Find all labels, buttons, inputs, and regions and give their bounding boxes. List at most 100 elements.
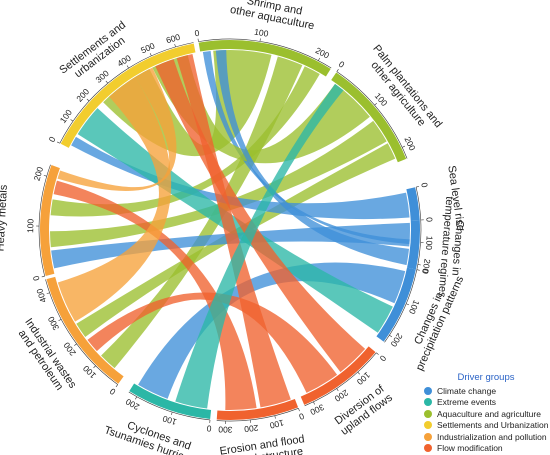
tick-label: 200 <box>388 331 404 349</box>
tick-mark <box>318 57 321 61</box>
legend-items: Climate change Extreme events Aquaculture … <box>424 385 549 454</box>
tick-label: 200 <box>333 388 351 404</box>
tick-mark <box>115 384 118 388</box>
chord-ribbons <box>50 50 411 411</box>
chord-ribbon-temp-shrimp <box>215 50 410 266</box>
sector-arc-settle <box>60 43 196 148</box>
tick-mark <box>336 388 339 392</box>
tick-mark <box>357 371 360 375</box>
chord-ribbon-heavy-settle <box>57 67 177 191</box>
sector-axis-precip <box>384 269 418 343</box>
tick-label: 100 <box>254 27 270 39</box>
tick-mark <box>174 43 176 48</box>
tick-label: 100 <box>58 107 74 125</box>
tick-mark <box>149 53 152 57</box>
tick-mark <box>416 186 420 188</box>
legend-label: Aquaculture and agriculture <box>437 408 541 419</box>
tick-label: 0 <box>337 59 347 70</box>
tick-mark <box>313 401 315 405</box>
tick-label: 0 <box>31 275 42 282</box>
tick-mark <box>274 415 276 419</box>
tick-mark <box>135 396 138 400</box>
sector-axis-erosion <box>216 408 299 422</box>
tick-label: 200 <box>314 45 331 61</box>
legend-item: Settlements and Urbanization <box>424 420 549 432</box>
tick-label: 0 <box>424 217 434 223</box>
tick-label: 0 <box>420 268 431 275</box>
tick-label: 0 <box>108 386 118 397</box>
sector-arc-shrimp <box>198 40 331 77</box>
tick-label: 200 <box>32 165 46 182</box>
legend: Driver groups Climate change Extreme even… <box>424 372 549 454</box>
tick-label: 300 <box>308 402 325 417</box>
sector-arc-palm <box>331 72 407 163</box>
tick-label: 200 <box>124 396 141 412</box>
tick-label: 200 <box>402 135 417 152</box>
sector-arc-sea <box>406 187 420 221</box>
sector-arc-precip <box>376 267 416 342</box>
sector-axis-upland <box>304 352 377 407</box>
chord-ribbon-temp-heavy <box>51 222 411 269</box>
chord-ribbon-erosion-settle <box>176 53 291 408</box>
sector-arc-industrial <box>46 276 124 384</box>
tick-mark <box>86 98 90 102</box>
legend-label: Flow modification <box>437 443 503 454</box>
tick-label: 0 <box>377 353 388 363</box>
legend-item: Extreme events <box>424 397 548 409</box>
tick-label: 100 <box>161 413 178 427</box>
tick-label: 200 <box>243 423 258 434</box>
sector-axis-heavy <box>38 164 51 277</box>
sector-axis-industrial <box>45 279 118 385</box>
legend-swatch <box>424 432 432 441</box>
tick-label: 200 <box>61 340 78 358</box>
tick-mark <box>70 119 74 122</box>
legend-swatch <box>424 444 432 453</box>
tick-mark <box>402 145 406 148</box>
tick-label: 400 <box>115 53 133 69</box>
sector-axis-cyclones <box>128 391 211 421</box>
legend-title: Driver groups <box>457 372 515 383</box>
tick-label: 0 <box>194 28 201 39</box>
tick-label: 100 <box>25 218 35 233</box>
legend-swatch <box>424 386 432 395</box>
legend-item: Climate change <box>424 385 548 397</box>
tick-label: 100 <box>424 235 435 250</box>
tick-mark <box>57 141 60 144</box>
tick-label: 300 <box>218 425 233 435</box>
tick-mark <box>336 68 339 72</box>
tick-label: 0 <box>419 182 430 189</box>
chord-ribbon-shrimp-industrial <box>101 56 303 369</box>
legend-swatch <box>424 421 432 430</box>
chord-ribbon-palm-industrial <box>76 143 396 337</box>
sector-axis-settle <box>59 42 194 144</box>
tick-mark <box>171 411 173 416</box>
legend-label: Climate change <box>437 385 497 396</box>
sector-arc-erosion <box>216 398 299 421</box>
tick-mark <box>374 102 378 106</box>
legend-item: Aquaculture and agriculture <box>424 408 548 420</box>
sector-axis-palm <box>336 71 408 159</box>
tick-label: 200 <box>420 258 432 274</box>
sector-axis-shrimp <box>198 38 332 69</box>
chord-ribbon-upland-settle <box>155 59 366 373</box>
tick-mark <box>93 365 96 369</box>
tick-label: 100 <box>269 418 285 431</box>
sector-label-temp: Changes in <box>449 220 465 276</box>
tick-label: 500 <box>139 40 156 55</box>
tick-mark <box>58 319 62 321</box>
chord-ribbon-palm-heavy <box>50 120 387 248</box>
tick-mark <box>406 303 410 306</box>
chord-ribbon-industrial-settle <box>57 77 172 322</box>
tick-mark <box>46 292 50 295</box>
tick-label: 0 <box>206 423 212 433</box>
chord-ribbon-cyclones-palm <box>175 83 344 409</box>
sector-arc-temp <box>407 220 421 270</box>
tick-mark <box>43 175 47 177</box>
tick-label: 600 <box>165 32 182 46</box>
sector-arc-cyclones <box>129 383 212 419</box>
tick-label: 0 <box>46 135 57 144</box>
sector-arc-upland <box>300 346 376 405</box>
tick-label: 0 <box>297 411 305 422</box>
chord-ribbon-precip-cyclones <box>138 262 406 399</box>
legend-label: Extreme events <box>437 397 497 408</box>
